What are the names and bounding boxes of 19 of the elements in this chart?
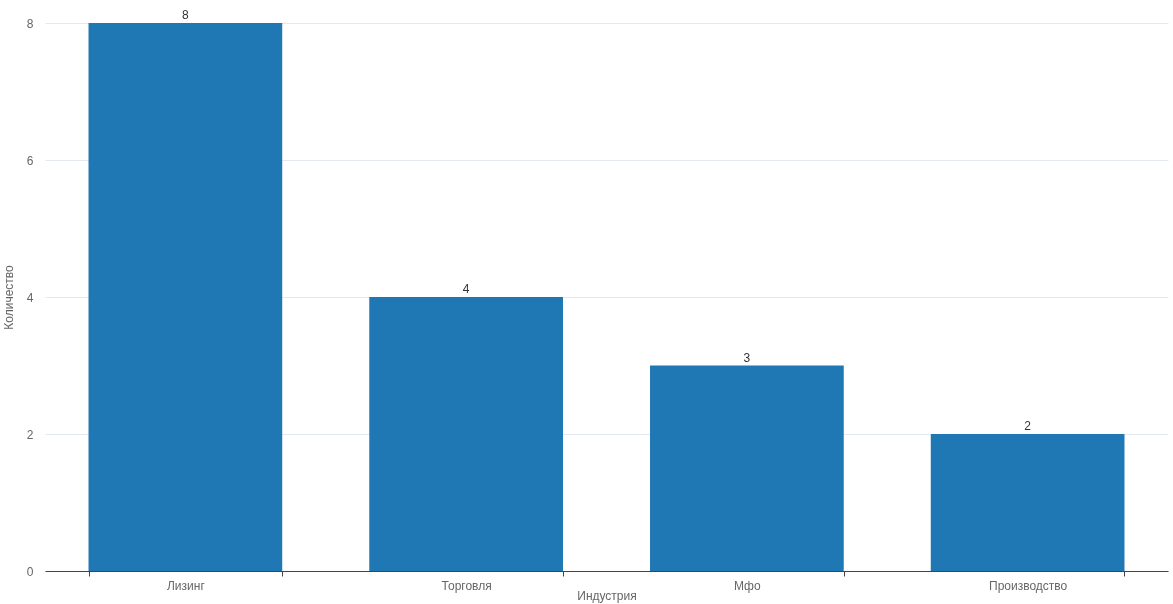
- y-tick-label: 8: [26, 16, 34, 31]
- y-tick-label: 2: [26, 427, 34, 442]
- y-tick-label: 4: [26, 290, 34, 305]
- y-tick-label: 6: [26, 153, 34, 168]
- x-tick-label: Лизинг: [166, 578, 206, 593]
- x-tick-label: Торговля: [441, 578, 492, 593]
- data-label: 4: [462, 282, 470, 296]
- bar: [369, 297, 563, 571]
- x-tick-label: Мфо: [734, 578, 761, 593]
- bar: [650, 365, 844, 571]
- bar: [930, 434, 1125, 571]
- y-tick-label: 0: [26, 564, 34, 579]
- x-tick-label: Производство: [989, 578, 1068, 593]
- bar: [88, 23, 283, 571]
- y-axis-title: Количество: [1, 264, 16, 330]
- data-label: 8: [182, 8, 190, 22]
- data-label: 2: [1024, 419, 1032, 433]
- x-axis-title: Индустрия: [577, 588, 637, 603]
- data-label: 3: [743, 350, 751, 365]
